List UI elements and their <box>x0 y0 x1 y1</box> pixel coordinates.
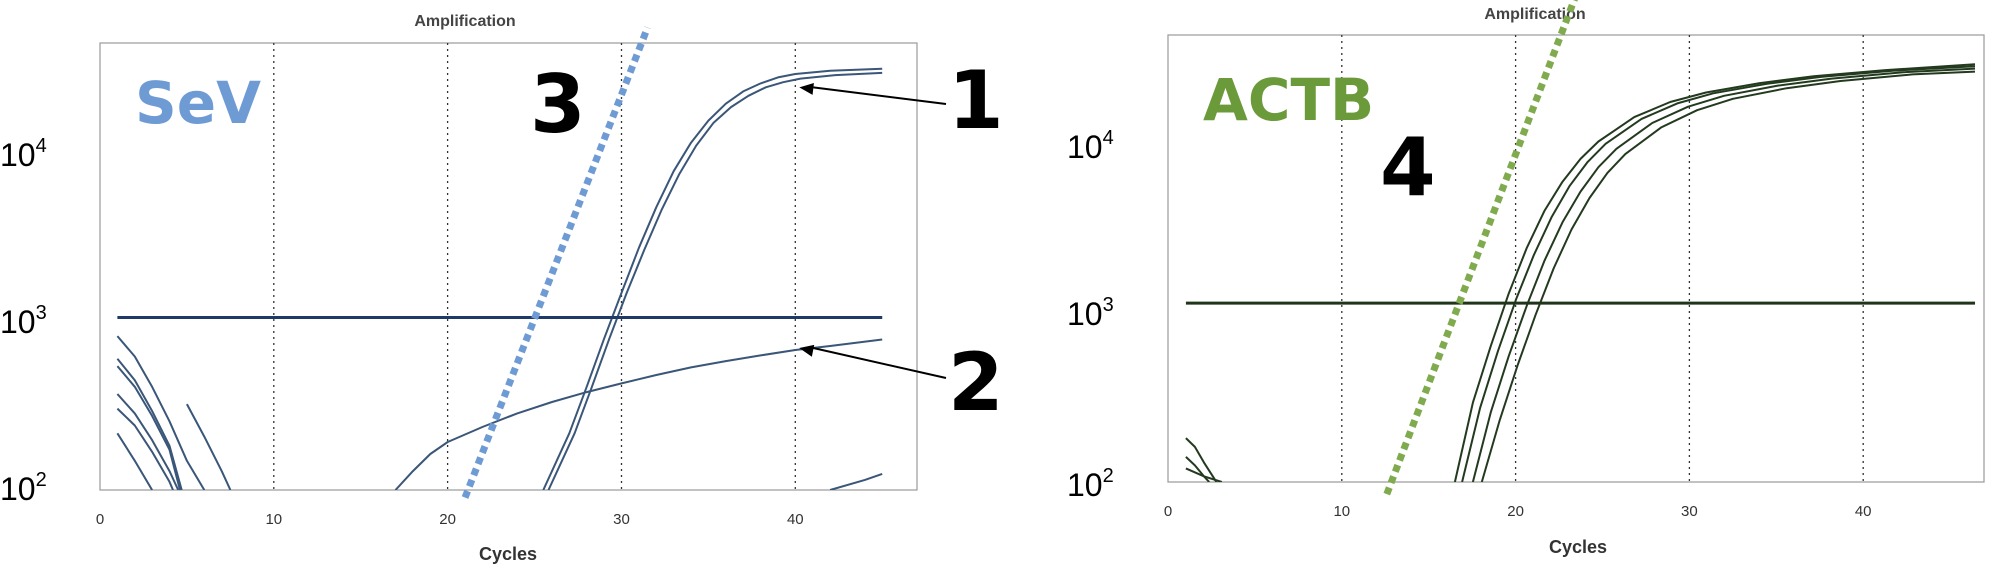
x-tick-labels: 0 10 20 30 40 <box>96 511 804 528</box>
callout-label: 4 <box>1380 121 1436 214</box>
x-axis-label: Cycles <box>1549 537 1607 557</box>
x-tick-label: 10 <box>265 511 282 528</box>
plot-area <box>99 42 918 491</box>
x-tick-labels: 0 10 20 30 40 <box>1164 503 1872 520</box>
x-tick-label: 0 <box>96 511 104 528</box>
callout-label: 2 <box>948 336 1004 429</box>
reference-dotted-line <box>461 26 651 499</box>
plot-area <box>1167 34 1985 483</box>
x-tick-label: 0 <box>1164 503 1172 520</box>
y-tick-label: 104 <box>0 135 47 173</box>
x-tick-label: 10 <box>1333 503 1350 520</box>
amplification-curve <box>829 472 883 490</box>
amplification-curve <box>547 71 883 490</box>
y-tick-label: 102 <box>1067 465 1114 503</box>
amplification-curve <box>116 335 206 490</box>
callout-label: 1 <box>948 54 1004 147</box>
callout-arrow <box>813 86 947 105</box>
x-tick-label: 20 <box>1507 503 1524 520</box>
x-tick-label: 30 <box>613 511 630 528</box>
amplification-curves <box>1185 63 1976 482</box>
y-tick-label: 104 <box>1067 127 1114 165</box>
amplification-curve <box>116 358 183 490</box>
amplification-curve <box>1461 65 1976 482</box>
y-tick-labels: 102 103 104 <box>0 135 47 507</box>
chart-title: Amplification <box>414 13 515 30</box>
y-tick-labels: 102 103 104 <box>1067 127 1114 503</box>
chart-title: Amplification <box>1484 6 1585 23</box>
amplification-curve <box>1480 70 1976 482</box>
amplification-curve <box>116 365 181 490</box>
y-tick-label: 102 <box>0 469 47 507</box>
amplification-curve <box>1185 456 1210 482</box>
x-tick-label: 40 <box>1855 503 1872 520</box>
grid-lines <box>273 43 796 490</box>
amplification-curve <box>394 338 883 490</box>
callout-arrow <box>813 347 947 379</box>
amplification-curve <box>116 432 153 490</box>
y-tick-label: 103 <box>0 302 47 340</box>
amplification-curve <box>1453 63 1976 482</box>
x-tick-label: 30 <box>1681 503 1698 520</box>
grid-lines <box>1341 35 1864 482</box>
amplification-curve <box>116 407 174 490</box>
chart-panel-actb: Amplification 0 10 20 30 40 Cycles 102 1… <box>1067 0 1985 557</box>
amplification-curve <box>116 393 180 490</box>
x-tick-label: 20 <box>439 511 456 528</box>
amplification-curve <box>542 67 883 490</box>
amplification-curve <box>1185 467 1223 482</box>
callout-label: 3 <box>530 58 586 151</box>
x-tick-label: 40 <box>787 511 804 528</box>
arrow-head <box>799 344 815 357</box>
x-axis-label: Cycles <box>479 544 537 564</box>
amplification-curve <box>1471 67 1976 482</box>
gene-label: ACTB <box>1203 66 1374 134</box>
amplification-curve <box>186 403 232 490</box>
callout-2: 2 <box>799 336 1004 429</box>
y-tick-label: 103 <box>1067 294 1114 332</box>
amplification-curve <box>1185 437 1218 482</box>
gene-label: SeV <box>135 69 261 137</box>
amplification-curves <box>116 67 883 490</box>
arrow-head <box>799 82 814 95</box>
callout-1: 1 <box>799 54 1004 147</box>
chart-panel-sev: Amplification 0 10 20 30 40 Cycles 102 1… <box>0 13 1004 564</box>
